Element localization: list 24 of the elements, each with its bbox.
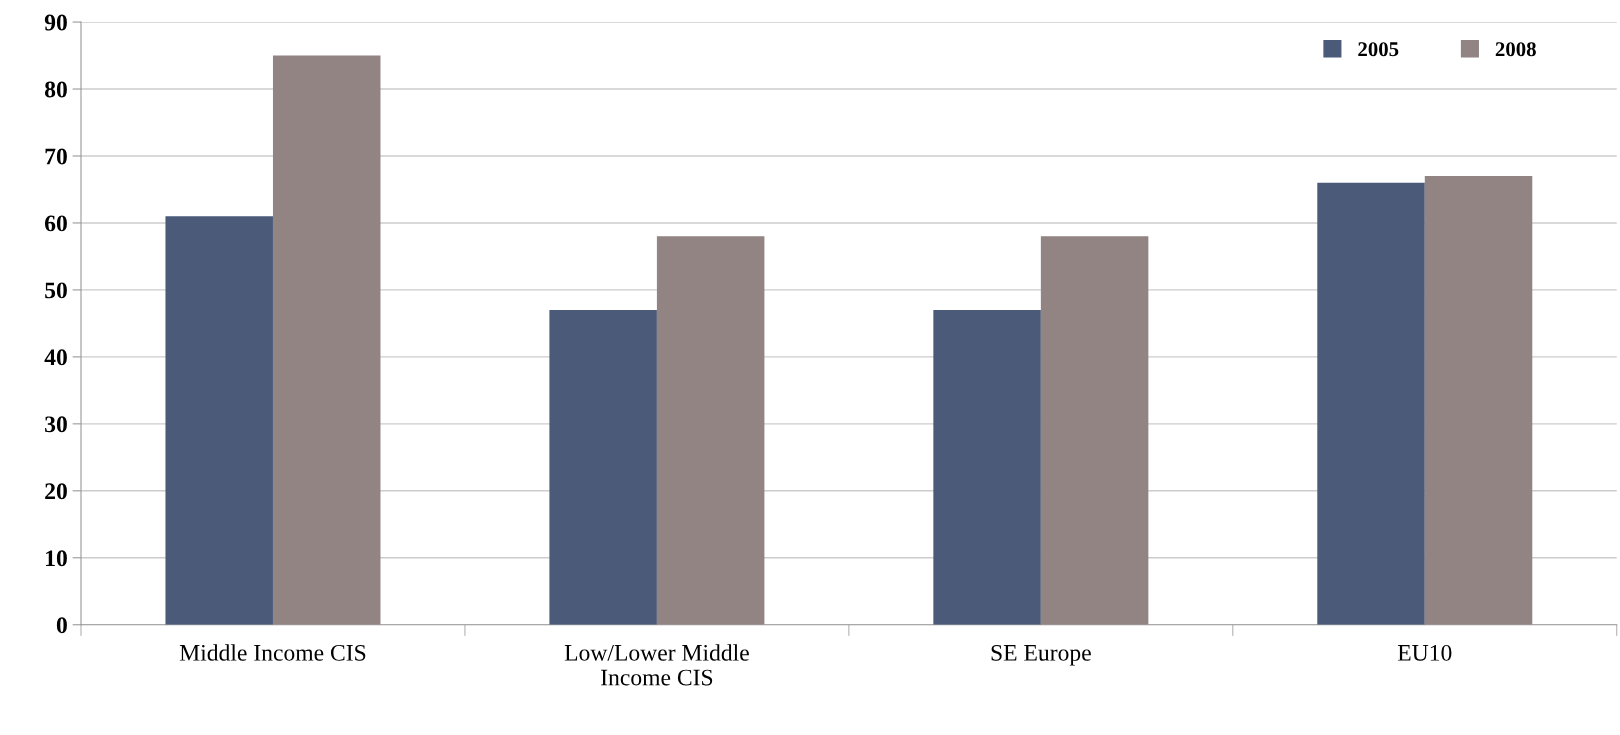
bar (1040, 236, 1149, 625)
bar (272, 55, 381, 625)
bar (549, 310, 657, 625)
legend-label: 2005 (1358, 42, 1399, 57)
y-tick-label: 20 (45, 483, 67, 500)
legend-label: 2008 (1495, 42, 1536, 57)
y-tick-label: 70 (45, 148, 67, 165)
bar (1317, 182, 1425, 625)
bar (165, 216, 273, 625)
x-tick-label: Low/Lower Middle Income CIS (564, 644, 749, 686)
y-tick-label: 50 (45, 282, 67, 299)
x-tick-label: EU10 (1397, 644, 1452, 661)
y-tick-label: 90 (44, 14, 67, 31)
y-tick-label: 0 (56, 617, 67, 634)
y-tick-label: 80 (44, 81, 67, 98)
x-tick-label: Middle Income CIS (179, 644, 366, 661)
y-tick-label: 30 (45, 416, 67, 433)
y-tick-label: 40 (44, 349, 67, 366)
bar (933, 310, 1041, 625)
y-tick-label: 10 (46, 550, 67, 567)
x-tick-label: SE Europe (991, 644, 1091, 666)
y-tick-label: 60 (45, 215, 67, 232)
bar (656, 236, 765, 625)
bar (1424, 176, 1533, 625)
